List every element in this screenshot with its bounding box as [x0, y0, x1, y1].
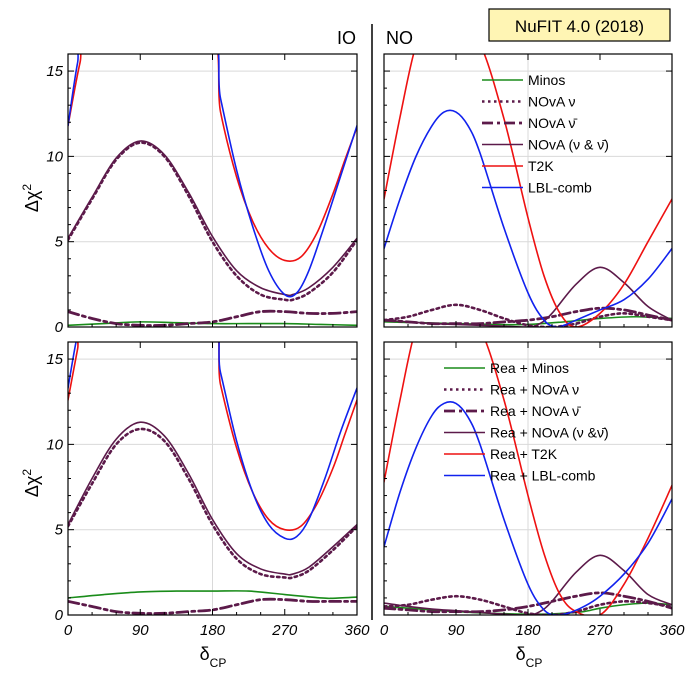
- bottom-right-legend-label-rea-minos: Rea + Minos: [490, 360, 569, 376]
- bottom-left-ytick-label-0: 0: [55, 607, 64, 624]
- top-left-series-nova: [68, 141, 357, 302]
- bottom-left-ytick-label-5: 5: [55, 522, 64, 539]
- bottom-left-series-rea-nova: [68, 421, 357, 576]
- top-right-series-t2k: [384, 54, 672, 327]
- bottom-right-xtick-label-180: 180: [515, 622, 541, 639]
- top-right-legend-label-t2k: T2K: [528, 158, 554, 174]
- bottom-right-xtick-label-0: 0: [380, 622, 389, 639]
- top-right-legend-label-nova: NOvA (ν & ν̄): [528, 137, 609, 153]
- bottom-left-series-rea-nova: [68, 427, 357, 580]
- top-right-legend-label-nova: NOvA ν: [528, 94, 575, 110]
- title-badge-box: [488, 8, 671, 42]
- bottom-right-series-rea-t2k: [384, 342, 672, 615]
- y-axis-label-top-sup: 2: [20, 184, 34, 191]
- bottom-right-legend-label-rea-nova: Rea + NOvA ν: [490, 382, 579, 398]
- bottom-right-legend: Rea + Minos Rea + NOvA ν Rea + NOvA ν̄ Rea …: [444, 360, 609, 484]
- bottom-right-xtick-label-90: 90: [448, 622, 465, 639]
- bottom-right-legend-label-rea-nova: Rea + NOvA (ν &ν̄): [490, 425, 609, 441]
- bottom-right-legend-label-rea-lbl-comb: Rea + LBL-comb: [490, 468, 596, 484]
- bottom-right-series-rea-nova: [384, 591, 672, 614]
- bottom-left-ytick-label-15: 15: [46, 351, 63, 368]
- y-axis-label-bottom: Δχ2: [20, 469, 42, 497]
- top-right-series-lbl-comb: [384, 109, 672, 327]
- bottom-left-xtick-label-360: 360: [344, 622, 370, 639]
- x-axis-label-left-main: δ: [200, 644, 210, 664]
- bottom-left-xtick-label-0: 0: [64, 622, 73, 639]
- y-axis-label-bottom-main: Δχ: [22, 475, 42, 497]
- y-axis-label-bottom-sup: 2: [20, 469, 34, 476]
- bottom-left-xtick-label-270: 270: [271, 622, 298, 639]
- top-right-legend-label-lbl-comb: LBL-comb: [528, 180, 592, 196]
- bottom-right-series-rea-lbl-comb: [384, 401, 672, 615]
- top-left-series-nova: [68, 140, 357, 297]
- top-right-legend-label-minos: Minos: [528, 72, 565, 88]
- panel-top-left: 0 5 10 15 IO: [46, 28, 358, 336]
- top-left-corner-label: IO: [337, 28, 356, 48]
- x-axis-label-left-sub: CP: [210, 656, 227, 670]
- bottom-left-xtick-label-180: 180: [200, 622, 226, 639]
- bottom-right-legend-label-rea-t2k: Rea + T2K: [490, 446, 558, 462]
- y-axis-label-top-main: Δχ: [22, 190, 42, 212]
- top-left-series-group: [68, 54, 357, 327]
- bottom-left-xtick-label-90: 90: [132, 622, 149, 639]
- panel-bottom-left: 0 5 10 15 0 90 180 270 360: [46, 341, 370, 639]
- bottom-right-xtick-label-360: 360: [659, 622, 685, 639]
- top-right-series-nova: [384, 266, 672, 327]
- x-axis-label-right: δCP: [516, 644, 543, 670]
- x-axis-label-right-sub: CP: [526, 656, 543, 670]
- top-left-series-lbl-comb: [68, 54, 357, 298]
- bottom-right-series-rea-nova: [384, 554, 672, 615]
- top-right-corner-label: NO: [386, 28, 413, 48]
- bottom-right-xtick-label-270: 270: [586, 622, 613, 639]
- title-badge: NuFIT 4.0 (2018): [488, 8, 671, 42]
- top-left-ytick-label-5: 5: [55, 234, 64, 251]
- bottom-right-legend-label-rea-nova: Rea + NOvA ν̄: [490, 403, 581, 419]
- top-left-ytick-label-15: 15: [46, 63, 63, 80]
- x-axis-label-right-main: δ: [516, 644, 526, 664]
- top-left-ytick-label-10: 10: [46, 148, 63, 165]
- x-axis-label-left: δCP: [200, 644, 227, 670]
- panel-top-right: NO Minos NOvA ν NOvA ν̄ NOvA (ν & ν̄) T2K LBL-…: [383, 28, 673, 328]
- top-left-series-t2k: [68, 54, 357, 263]
- bottom-left-series-rea-lbl-comb: [68, 342, 357, 541]
- bottom-left-ytick-label-10: 10: [46, 436, 63, 453]
- title-badge-text: NuFIT 4.0 (2018): [515, 17, 644, 36]
- top-right-legend: Minos NOvA ν NOvA ν̄ NOvA (ν & ν̄) T2K LBL-co…: [482, 72, 609, 196]
- y-axis-label-top: Δχ2: [20, 184, 42, 212]
- top-right-legend-label-nova: NOvA ν̄: [528, 115, 577, 131]
- top-left-ytick-label-0: 0: [55, 319, 64, 336]
- bottom-left-series-rea-minos: [68, 590, 357, 600]
